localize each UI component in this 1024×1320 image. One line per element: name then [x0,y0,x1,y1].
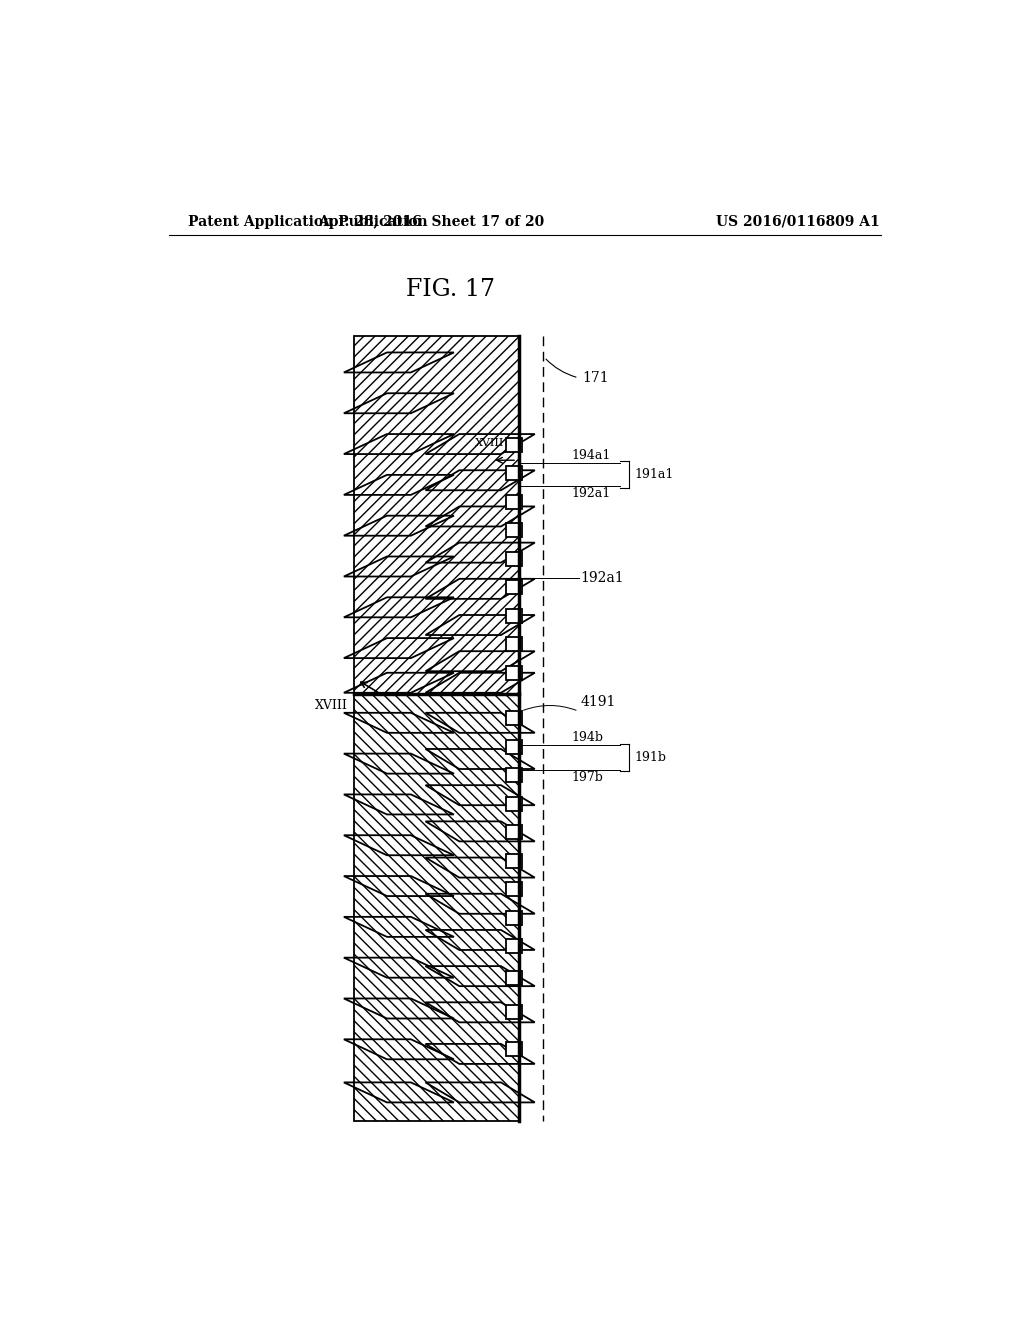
Polygon shape [506,1043,521,1056]
Polygon shape [506,768,521,781]
Polygon shape [506,854,521,867]
Polygon shape [506,970,521,985]
Polygon shape [506,711,521,725]
Text: 194b: 194b [571,731,603,744]
Polygon shape [506,825,521,840]
Polygon shape [354,693,519,1121]
Text: XVIII: XVIII [314,698,347,711]
Polygon shape [506,739,521,754]
Polygon shape [506,882,521,896]
Polygon shape [506,638,521,651]
Polygon shape [506,466,521,480]
Text: 171: 171 [583,371,609,385]
Text: XVIII: XVIII [475,438,504,449]
Polygon shape [354,335,519,693]
Text: 191b: 191b [635,751,667,764]
Text: Patent Application Publication: Patent Application Publication [188,215,428,228]
Polygon shape [506,581,521,594]
Polygon shape [506,665,521,680]
Text: 194a1: 194a1 [571,449,610,462]
Polygon shape [506,495,521,508]
Polygon shape [506,940,521,953]
Text: 4191: 4191 [581,696,615,709]
Polygon shape [506,911,521,924]
Text: 192a1: 192a1 [581,572,624,585]
Text: US 2016/0116809 A1: US 2016/0116809 A1 [716,215,880,228]
Polygon shape [506,552,521,566]
Text: FIG. 17: FIG. 17 [406,277,495,301]
Text: 191a1: 191a1 [635,469,674,480]
Text: 197b: 197b [571,771,603,784]
Polygon shape [506,1006,521,1019]
Polygon shape [506,524,521,537]
Polygon shape [506,609,521,623]
Text: 192a1: 192a1 [571,487,610,500]
Polygon shape [506,797,521,810]
Polygon shape [506,438,521,451]
Text: Apr. 28, 2016  Sheet 17 of 20: Apr. 28, 2016 Sheet 17 of 20 [317,215,544,228]
